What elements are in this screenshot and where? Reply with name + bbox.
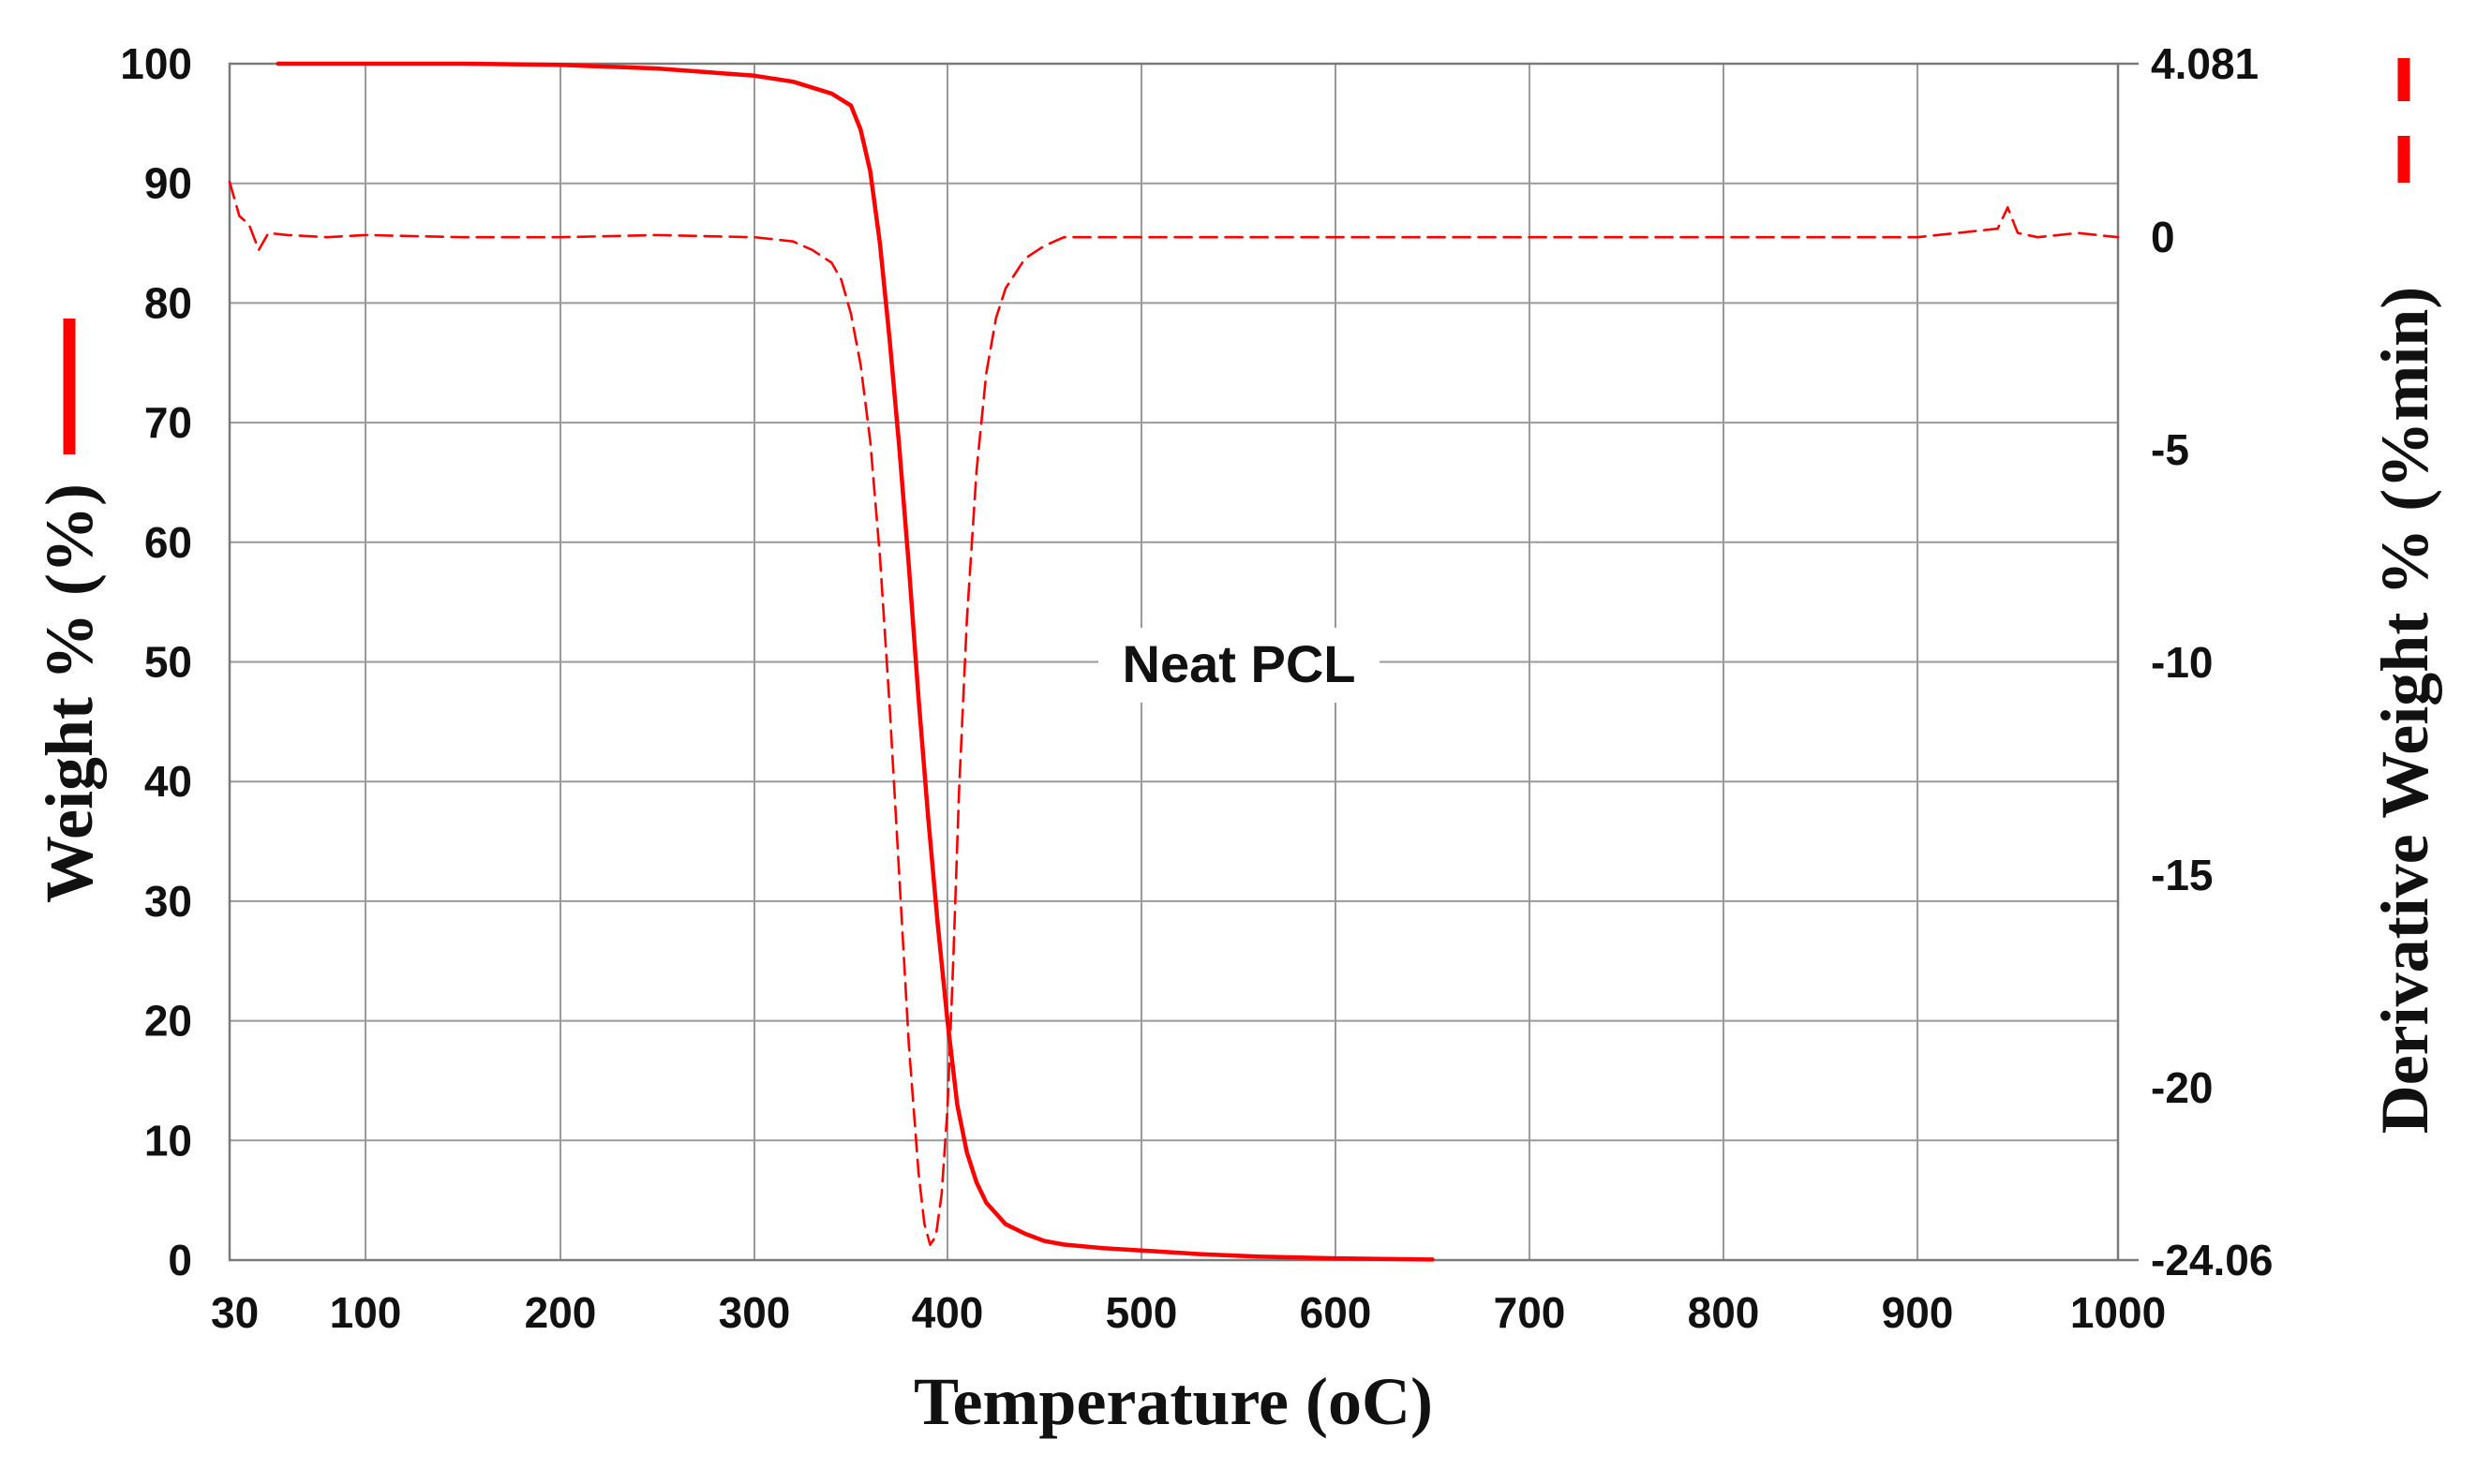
y-axis-right-title: Derivative Weight % (%min) — [2367, 287, 2442, 1135]
y-left-tick-label: 90 — [144, 159, 192, 208]
y-right-tick-label: -24.06 — [2151, 1236, 2273, 1284]
x-tick-label: 30 — [211, 1288, 259, 1337]
x-tick-label: 300 — [719, 1288, 791, 1337]
y-left-tick-label: 100 — [120, 39, 192, 88]
y-left-tick-label: 40 — [144, 757, 192, 806]
weight-series — [276, 61, 1435, 1262]
y-left-tick-label: 30 — [144, 877, 192, 926]
x-tick-label: 500 — [1106, 1288, 1178, 1337]
y-right-tick-labels: 4.081 0 -5 -10 -15 -20 -24.06 — [2118, 39, 2273, 1284]
x-tick-labels: 30 100 200 300 400 500 600 700 800 900 1000 — [211, 1288, 2166, 1337]
y-left-tick-label: 60 — [144, 518, 192, 567]
y-right-tick-label: 4.081 — [2151, 39, 2259, 88]
y-left-tick-label: 80 — [144, 278, 192, 327]
y-left-tick-label: 0 — [168, 1236, 192, 1284]
x-axis-title: Temperature (oC) — [914, 1364, 1433, 1439]
annotation-background — [1098, 628, 1380, 703]
series-layer — [228, 61, 2120, 1262]
plot-frame — [228, 62, 2120, 1262]
y-left-tick-label: 70 — [144, 398, 192, 447]
derivative-weight-series — [228, 180, 2120, 1246]
x-tick-label: 1000 — [2070, 1288, 2166, 1337]
x-tick-label: 900 — [1882, 1288, 1954, 1337]
x-tick-label: 200 — [525, 1288, 597, 1337]
x-tick-label: 100 — [330, 1288, 402, 1337]
y-right-tick-label: -5 — [2151, 425, 2189, 474]
neat-pcl-annotation: Neat PCL — [1123, 634, 1356, 693]
y-left-tick-labels: 0 10 20 30 40 50 60 70 80 90 100 — [120, 39, 192, 1284]
y-axis-left-title: Weight % (%) — [32, 483, 107, 903]
y-right-tick-label: -15 — [2151, 851, 2213, 899]
y-left-tick-label: 20 — [144, 997, 192, 1046]
x-tick-label: 600 — [1300, 1288, 1372, 1337]
y-right-tick-label: 0 — [2151, 213, 2175, 261]
y-left-tick-label: 10 — [144, 1116, 192, 1165]
y-left-tick-label: 50 — [144, 638, 192, 687]
x-tick-label: 400 — [912, 1288, 984, 1337]
y-right-tick-label: -10 — [2151, 638, 2213, 687]
x-tick-label: 700 — [1494, 1288, 1566, 1337]
y-right-tick-label: -20 — [2151, 1063, 2213, 1112]
x-tick-label: 800 — [1688, 1288, 1760, 1337]
